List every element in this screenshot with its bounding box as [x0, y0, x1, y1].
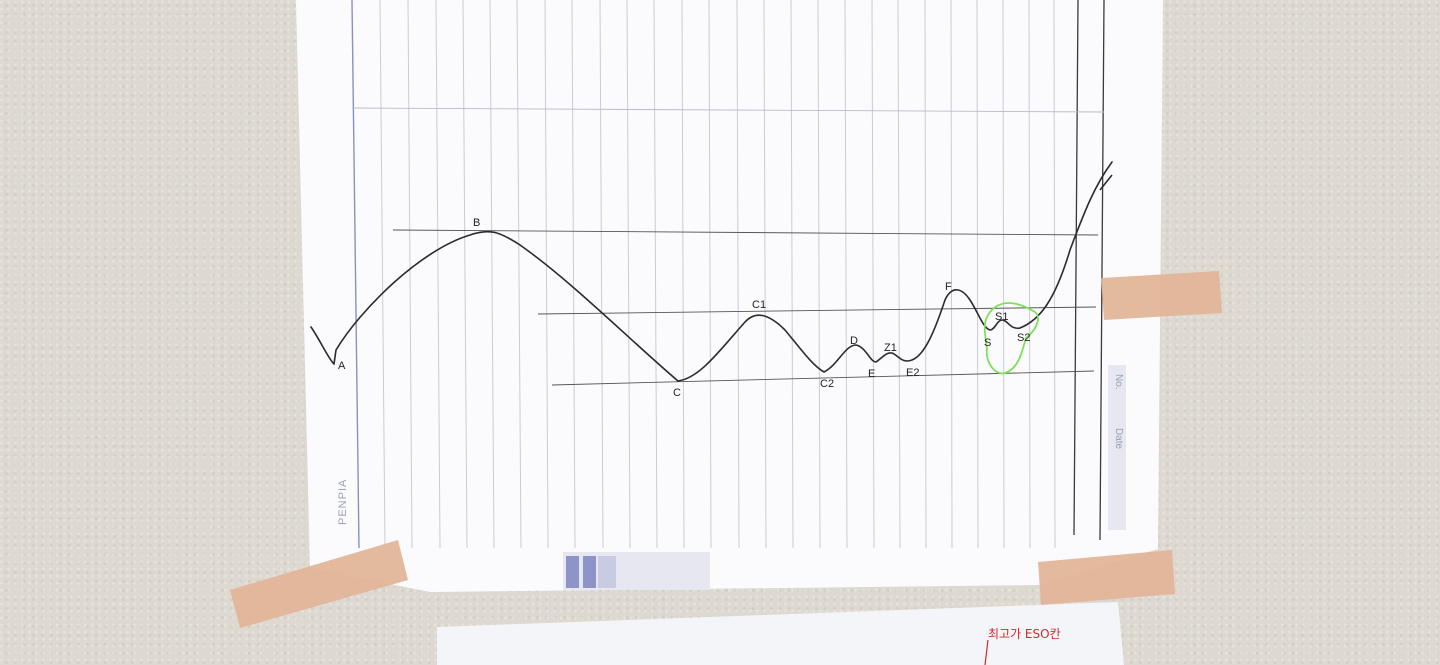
label-b: B	[473, 217, 480, 229]
margin-no-label: No.	[1113, 374, 1124, 390]
label-s2: S2	[1017, 332, 1030, 344]
right-margin-strip	[1108, 365, 1126, 530]
label-c2: C2	[820, 378, 834, 390]
tape-right	[1101, 271, 1222, 320]
lower-paper	[437, 602, 1124, 665]
price-curve	[310, 161, 1113, 382]
note-text: 최고가 ESO칸	[988, 627, 1061, 641]
graph-paper	[296, 0, 1163, 592]
tab-block-3	[598, 556, 616, 588]
brand-label: PENPIA	[337, 479, 349, 525]
label-f: F	[945, 281, 952, 293]
tab-block-2	[583, 556, 596, 588]
label-c: C	[673, 387, 681, 399]
tape-bottom-right	[1038, 550, 1175, 605]
highlight-mark	[983, 302, 1039, 375]
reference-lines	[351, 107, 1105, 386]
label-d: D	[850, 335, 858, 347]
label-e: E	[868, 368, 875, 380]
vertical-grid	[351, 0, 1105, 549]
lower-paper-stroke	[984, 639, 989, 665]
label-a: A	[338, 360, 346, 372]
label-s: S	[984, 337, 991, 349]
label-z1: Z1	[884, 342, 897, 354]
price-curve-tail	[1099, 174, 1113, 191]
label-c1: C1	[752, 299, 766, 311]
label-e2: E2	[906, 367, 919, 379]
label-s1: S1	[995, 311, 1008, 323]
margin-date-label: Date	[1113, 428, 1124, 450]
tab-block-1	[566, 556, 579, 588]
tape-bottom-left	[230, 540, 408, 628]
